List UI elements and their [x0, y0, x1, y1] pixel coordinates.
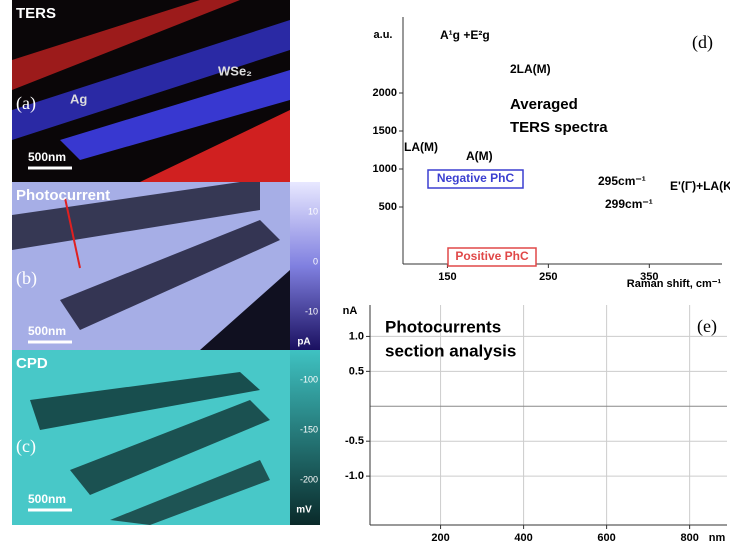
- page: TERS(a)500nmAgWSe₂Photocurrent(b)500nm10…: [0, 0, 730, 541]
- y-tick-label: -1.0: [345, 470, 364, 482]
- colorbar-tick: -10: [305, 306, 318, 316]
- y-tick-label: 1000: [373, 163, 397, 175]
- colorbar-tick: 0: [313, 256, 318, 266]
- y-tick-label: 1500: [373, 125, 397, 137]
- annotation: section analysis: [385, 341, 516, 360]
- panel-label: (c): [16, 436, 36, 457]
- annotation: WSe₂: [218, 63, 252, 78]
- x-tick-label: 800: [680, 532, 698, 541]
- colorbar-unit: mV: [296, 505, 312, 516]
- panel-title: CPD: [16, 355, 48, 372]
- y-tick-label: 0.5: [349, 365, 364, 377]
- annotation: 295cm⁻¹: [598, 174, 646, 188]
- annotation: A¹g +E²g: [440, 28, 490, 42]
- annotation: TERS spectra: [510, 119, 608, 136]
- colorbar-tick: 10: [308, 206, 318, 216]
- colorbar-tick: -200: [300, 474, 318, 484]
- legend-label: Positive PhC: [455, 249, 529, 263]
- annotation: 299cm⁻¹: [605, 197, 653, 211]
- y-axis-label: nA: [343, 305, 358, 317]
- y-tick-label: -0.5: [345, 435, 364, 447]
- colorbar-tick: -150: [300, 424, 318, 434]
- panel-label: (a): [16, 93, 36, 114]
- y-axis-label: a.u.: [374, 29, 393, 41]
- x-tick-label: 600: [597, 532, 615, 541]
- figure: TERS(a)500nmAgWSe₂Photocurrent(b)500nm10…: [0, 0, 730, 541]
- legend-label: Negative PhC: [437, 171, 515, 185]
- y-tick-label: 2000: [373, 87, 397, 99]
- scale-bar-label: 500nm: [28, 492, 66, 506]
- panel-title: Photocurrent: [16, 187, 110, 204]
- colorbar-tick: -100: [300, 374, 318, 384]
- panel-title: TERS: [16, 5, 56, 22]
- panel-label: (e): [697, 316, 717, 337]
- y-tick-label: 1.0: [349, 330, 364, 342]
- colorbar-unit: pA: [297, 337, 310, 348]
- annotation: LA(M): [404, 140, 438, 154]
- annotation: Ag: [70, 91, 87, 106]
- x-tick-label: 200: [431, 532, 449, 541]
- annotation: Photocurrents: [385, 317, 501, 336]
- x-axis-label: nm: [709, 532, 726, 541]
- panel-label: (b): [16, 268, 37, 289]
- panel-label: (d): [692, 32, 713, 53]
- annotation: A(M): [466, 149, 493, 163]
- scale-bar-label: 500nm: [28, 150, 66, 164]
- x-axis-label: Raman shift, cm⁻¹: [627, 278, 722, 290]
- annotation: Averaged: [510, 96, 578, 113]
- annotation: 2LA(M): [510, 62, 551, 76]
- annotation: E'(Γ)+LA(K): [670, 179, 730, 193]
- scale-bar-label: 500nm: [28, 324, 66, 338]
- x-tick-label: 150: [438, 271, 456, 283]
- y-tick-label: 500: [379, 201, 397, 213]
- x-tick-label: 400: [514, 532, 532, 541]
- x-tick-label: 250: [539, 271, 557, 283]
